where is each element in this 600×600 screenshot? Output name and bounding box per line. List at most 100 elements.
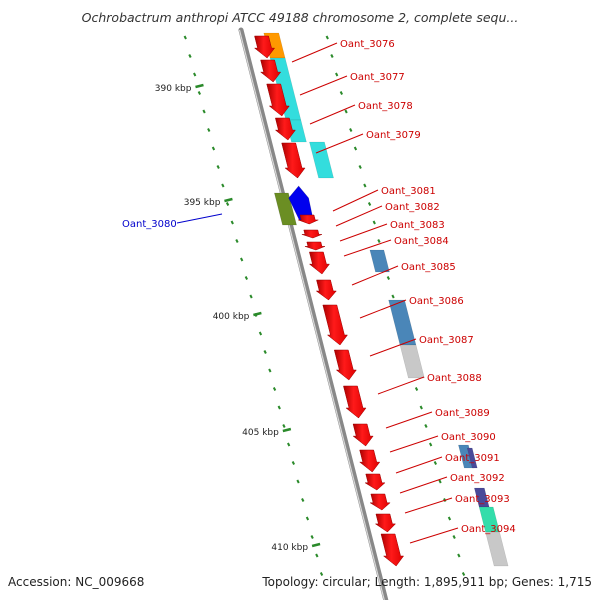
gene-arrow[interactable] — [359, 449, 381, 473]
gene-label[interactable]: Oant_3094 — [461, 524, 516, 535]
ruler-tick — [315, 553, 319, 558]
gene-label[interactable]: Oant_3077 — [350, 72, 405, 83]
gene-label[interactable]: Oant_3086 — [409, 296, 464, 307]
gene-label[interactable]: Oant_3079 — [366, 130, 421, 141]
ruler-tick — [287, 442, 291, 447]
ruler-tick — [438, 479, 442, 484]
ruler-tick — [230, 220, 234, 225]
ruler-tick — [386, 276, 391, 280]
gene-arrow[interactable] — [369, 493, 391, 511]
gene-label[interactable]: Oant_3087 — [419, 335, 474, 346]
gene-arrow[interactable] — [364, 473, 386, 491]
gene-label[interactable]: Oant_3088 — [427, 373, 482, 384]
gene-arrow[interactable] — [343, 385, 367, 419]
ruler-tick — [202, 109, 206, 114]
ruler-tick — [433, 461, 437, 465]
gene-arrow[interactable] — [308, 251, 330, 275]
ruler-tick — [372, 220, 376, 225]
protein-domain — [485, 531, 509, 567]
gene-labels: Oant_3076 Oant_3077 Oant_3078 Oant_3079 Oant… — [122, 39, 516, 544]
gene-arrow[interactable] — [333, 349, 357, 381]
ruler-tick — [244, 276, 249, 280]
gene-arrow[interactable] — [253, 35, 276, 59]
gene-arrow[interactable] — [274, 117, 296, 141]
ruler-tick — [263, 350, 267, 354]
sequence-backbone — [238, 27, 389, 600]
gene-label-leader — [291, 42, 338, 63]
ruler-labels: 390 kbp 395 kbp 400 kbp 405 kbp 410 kbp — [155, 83, 321, 553]
ruler-tick — [211, 146, 216, 151]
gene-label[interactable]: Oant_3081 — [381, 186, 436, 197]
gene-arrow[interactable] — [374, 513, 397, 533]
ruler-major-tick — [195, 83, 204, 89]
gene-arrow[interactable] — [304, 241, 326, 251]
gene-arrow[interactable] — [301, 229, 323, 239]
gene-arrow[interactable] — [315, 279, 337, 301]
protein-domain — [309, 141, 334, 179]
accession-text: Accession: NC_009668 — [8, 575, 144, 589]
gene-label-leader — [335, 205, 383, 227]
gene-label[interactable]: Oant_3089 — [435, 408, 490, 419]
gene-label[interactable]: Oant_3093 — [455, 494, 510, 505]
ruler-tick — [330, 54, 334, 58]
gene-arrow[interactable] — [259, 59, 282, 83]
gene-label-leader — [404, 497, 453, 514]
gene-label-leader — [332, 189, 379, 212]
ruler-tick — [197, 91, 202, 95]
ruler-tick — [207, 128, 211, 132]
gene-arrow[interactable] — [281, 142, 306, 179]
ruler-tick — [461, 572, 466, 576]
gene-label[interactable]: Oant_3090 — [441, 432, 496, 443]
gene-label[interactable]: Oant_3082 — [385, 202, 440, 213]
gene-label-leader — [395, 456, 443, 474]
gene-label-leader — [409, 527, 459, 544]
ruler-tick — [414, 387, 419, 391]
gene-arrow[interactable] — [322, 304, 348, 346]
ruler-tick — [335, 72, 339, 77]
gene-label-leader — [309, 104, 356, 125]
ruler-tick — [216, 165, 220, 169]
gene-arrow[interactable] — [380, 533, 405, 567]
topology-text: Topology: circular; Length: 1,895,911 bp… — [261, 575, 592, 589]
protein-domain — [369, 249, 390, 273]
ruler-tick — [358, 165, 362, 169]
gene-domains — [263, 32, 509, 567]
ruler-tick — [249, 294, 253, 299]
gene-label-leader — [176, 213, 223, 224]
gene-arrows — [253, 35, 405, 567]
protein-domain — [466, 447, 478, 469]
gene-label-leader — [399, 476, 448, 494]
ruler-tick — [225, 202, 230, 206]
ruler-tick — [457, 553, 461, 558]
protein-domain — [399, 344, 425, 379]
ruler-tick — [240, 257, 244, 262]
gene-arrow[interactable] — [266, 83, 290, 117]
ruler-tick — [296, 479, 300, 484]
gene-label[interactable]: Oant_3076 — [340, 39, 395, 50]
forward-neighbor-block[interactable] — [274, 192, 297, 226]
backbone-layer — [238, 27, 389, 600]
gene-label[interactable]: Oant_3091 — [445, 453, 500, 464]
gene-label[interactable]: Oant_3084 — [394, 236, 449, 247]
ruler-tick — [353, 146, 358, 151]
gene-label[interactable]: Oant_3085 — [401, 262, 456, 273]
ruler-major-tick — [282, 427, 292, 433]
ruler-tick — [452, 535, 456, 539]
gene-label[interactable]: Oant_3078 — [358, 101, 413, 112]
ruler-label: 395 kbp — [184, 198, 221, 208]
ruler-tick — [339, 91, 344, 95]
gene-arrow[interactable] — [298, 214, 319, 225]
gene-label-leader — [351, 265, 399, 286]
gene-label-leader — [369, 338, 417, 357]
ruler-tick — [419, 405, 423, 410]
gene-label-leader — [339, 223, 388, 242]
gene-label[interactable]: Oant_3092 — [450, 473, 505, 484]
ruler-tick — [319, 572, 324, 576]
ruler-tick — [367, 202, 372, 206]
ruler-tick — [282, 424, 286, 428]
ruler-tick — [193, 72, 197, 77]
gene-label[interactable]: Oant_3083 — [390, 220, 445, 231]
gene-arrow[interactable] — [352, 423, 374, 447]
gene-label[interactable]: Oant_3080 — [122, 219, 177, 230]
